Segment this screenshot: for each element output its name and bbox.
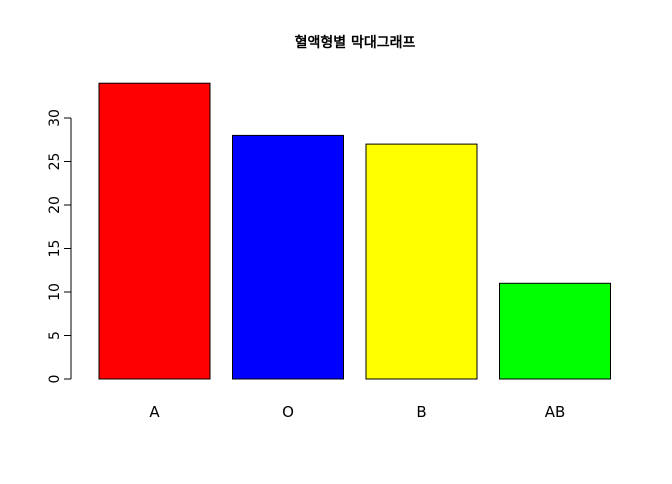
bar-ab (499, 282, 611, 380)
bar-a (98, 82, 211, 380)
x-axis-labels: A O B AB (149, 403, 565, 421)
x-category-label: B (416, 403, 426, 421)
y-tick-label: 20 (47, 196, 63, 214)
x-category-label: O (282, 403, 294, 421)
y-tick-label: 15 (47, 240, 63, 258)
y-tick-label: 10 (47, 283, 63, 301)
bar-b (365, 143, 478, 380)
y-tick-label: 0 (47, 375, 63, 384)
y-axis: 0 5 10 15 20 25 30 (47, 109, 72, 384)
bars (98, 82, 611, 380)
x-category-label: A (149, 403, 160, 421)
chart-title: 혈액형별 막대그래프 (295, 34, 416, 51)
y-tick-label: 25 (47, 153, 63, 171)
x-category-label: AB (545, 403, 566, 421)
y-tick-label: 30 (47, 109, 63, 127)
bar-o (232, 134, 344, 380)
y-tick-label: 5 (47, 331, 63, 340)
